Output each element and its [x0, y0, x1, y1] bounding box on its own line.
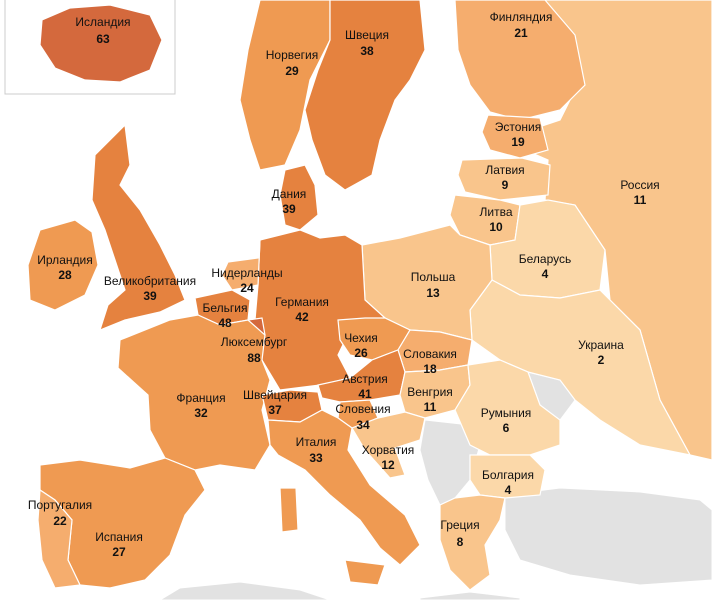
value-switzerland: 37: [268, 403, 282, 417]
region-denmark[interactable]: [279, 164, 319, 231]
region-latvia[interactable]: [457, 157, 551, 201]
value-greece: 8: [457, 535, 464, 549]
region-greece[interactable]: [439, 494, 506, 591]
region-labels: Исландия 63 Финляндия 21 Швеция 38 Норве…: [28, 10, 660, 559]
region-romania[interactable]: [454, 359, 561, 456]
label-greece: Греция: [440, 518, 479, 532]
region-portugal[interactable]: [37, 488, 81, 589]
value-norway: 29: [285, 64, 299, 78]
label-sweden: Швеция: [345, 28, 389, 42]
label-hungary: Венгрия: [407, 385, 453, 399]
value-belarus: 4: [542, 267, 549, 281]
value-slovenia: 34: [356, 418, 370, 432]
region-netherlands[interactable]: [221, 239, 261, 291]
region-croatia[interactable]: [351, 411, 426, 479]
land-no-data: [504, 487, 712, 586]
region-sweden[interactable]: [304, 0, 426, 191]
label-norway: Норвегия: [266, 48, 319, 62]
value-ukraine: 2: [598, 353, 605, 367]
value-united-kingdom: 39: [143, 289, 157, 303]
value-hungary: 11: [424, 400, 437, 414]
label-netherlands: Нидерланды: [211, 266, 282, 280]
region-italy-sicily[interactable]: [344, 559, 386, 586]
value-ireland: 28: [58, 268, 72, 282]
value-russia: 11: [634, 193, 647, 207]
value-italy: 33: [309, 451, 323, 465]
label-austria: Австрия: [342, 372, 388, 386]
label-iceland: Исландия: [75, 15, 130, 29]
label-slovakia: Словакия: [403, 347, 457, 361]
label-luxembourg: Люксембург: [221, 335, 288, 349]
label-france: Франция: [176, 391, 225, 405]
value-croatia: 12: [381, 458, 395, 472]
region-italy-sardinia[interactable]: [279, 487, 299, 533]
value-romania: 6: [503, 421, 510, 435]
value-austria: 41: [358, 387, 372, 401]
label-latvia: Латвия: [485, 163, 524, 177]
label-poland: Польша: [411, 270, 456, 284]
label-united-kingdom: Великобритания: [104, 274, 196, 288]
label-spain: Испания: [95, 530, 143, 544]
value-bulgaria: 4: [505, 483, 512, 497]
label-czechia: Чехия: [344, 331, 378, 345]
value-luxembourg: 88: [247, 351, 261, 365]
value-spain: 27: [112, 545, 126, 559]
value-sweden: 38: [360, 44, 374, 58]
region-iceland[interactable]: [39, 4, 163, 83]
region-bulgaria[interactable]: [469, 454, 546, 499]
label-finland: Финляндия: [490, 10, 553, 24]
region-italy[interactable]: [267, 409, 421, 566]
region-ukraine[interactable]: [469, 279, 692, 456]
value-czechia: 26: [354, 346, 368, 360]
value-netherlands: 24: [240, 281, 254, 295]
value-france: 32: [194, 406, 208, 420]
label-belarus: Беларусь: [519, 252, 571, 266]
value-portugal: 22: [53, 514, 67, 528]
label-estonia: Эстония: [495, 120, 542, 134]
label-italy: Италия: [296, 435, 337, 449]
value-germany: 42: [295, 310, 309, 324]
label-switzerland: Швейцария: [243, 388, 307, 402]
inset-frame: [4, 0, 176, 95]
label-belgium: Бельгия: [203, 301, 248, 315]
region-united-kingdom[interactable]: [91, 123, 186, 332]
label-slovenia: Словения: [335, 402, 390, 416]
value-poland: 13: [426, 286, 440, 300]
value-estonia: 19: [511, 135, 525, 149]
value-iceland: 63: [96, 32, 110, 46]
region-france[interactable]: [117, 314, 271, 471]
value-lithuania: 10: [489, 220, 503, 234]
label-lithuania: Литва: [480, 205, 513, 219]
label-denmark: Дания: [272, 187, 307, 201]
land-no-data: [159, 581, 331, 600]
value-denmark: 39: [282, 202, 296, 216]
region-finland[interactable]: [454, 0, 586, 121]
label-ireland: Ирландия: [37, 253, 92, 267]
label-ukraine: Украина: [578, 338, 624, 352]
label-croatia: Хорватия: [362, 443, 415, 457]
value-slovakia: 18: [423, 362, 437, 376]
value-latvia: 9: [502, 178, 509, 192]
value-belgium: 48: [218, 316, 232, 330]
label-bulgaria: Болгария: [482, 468, 534, 482]
label-portugal: Португалия: [28, 498, 92, 512]
label-romania: Румыния: [481, 406, 532, 420]
region-ireland[interactable]: [27, 219, 99, 311]
label-russia: Россия: [620, 178, 659, 192]
value-finland: 21: [514, 26, 528, 40]
label-germany: Германия: [275, 295, 329, 309]
